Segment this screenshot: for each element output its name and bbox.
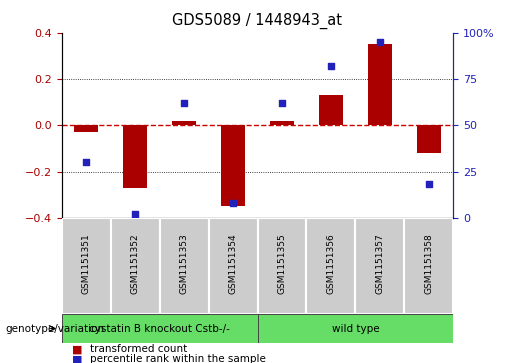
Bar bbox=[258, 218, 306, 314]
Bar bbox=[221, 125, 245, 206]
Text: percentile rank within the sample: percentile rank within the sample bbox=[90, 354, 266, 363]
Point bbox=[229, 200, 237, 206]
Text: ■: ■ bbox=[72, 344, 82, 354]
Point bbox=[131, 211, 139, 217]
Bar bbox=[417, 125, 441, 153]
Bar bbox=[368, 44, 392, 125]
Text: GSM1151353: GSM1151353 bbox=[180, 234, 188, 294]
Bar bbox=[172, 121, 196, 125]
Text: genotype/variation: genotype/variation bbox=[5, 323, 104, 334]
Bar bbox=[123, 125, 147, 188]
Bar bbox=[404, 218, 453, 314]
Point bbox=[82, 159, 91, 165]
Bar bbox=[306, 218, 355, 314]
Bar bbox=[355, 218, 404, 314]
Text: GSM1151356: GSM1151356 bbox=[327, 234, 335, 294]
Bar bbox=[62, 218, 111, 314]
Point bbox=[278, 100, 286, 106]
Text: transformed count: transformed count bbox=[90, 344, 187, 354]
Bar bbox=[270, 121, 294, 125]
Point bbox=[424, 182, 433, 187]
Text: cystatin B knockout Cstb-/-: cystatin B knockout Cstb-/- bbox=[89, 323, 230, 334]
Text: GSM1151352: GSM1151352 bbox=[131, 234, 140, 294]
Bar bbox=[111, 218, 160, 314]
Bar bbox=[62, 314, 258, 343]
Bar bbox=[160, 218, 209, 314]
Bar bbox=[258, 314, 453, 343]
Text: GSM1151355: GSM1151355 bbox=[278, 234, 286, 294]
Text: ■: ■ bbox=[72, 354, 82, 363]
Bar bbox=[209, 218, 258, 314]
Text: GDS5089 / 1448943_at: GDS5089 / 1448943_at bbox=[173, 13, 342, 29]
Point bbox=[180, 100, 188, 106]
Text: GSM1151357: GSM1151357 bbox=[375, 234, 384, 294]
Point bbox=[375, 39, 384, 45]
Text: GSM1151354: GSM1151354 bbox=[229, 234, 237, 294]
Bar bbox=[74, 125, 98, 132]
Text: GSM1151358: GSM1151358 bbox=[424, 234, 433, 294]
Point bbox=[327, 63, 335, 69]
Text: wild type: wild type bbox=[332, 323, 379, 334]
Bar bbox=[319, 95, 343, 125]
Text: GSM1151351: GSM1151351 bbox=[82, 234, 91, 294]
